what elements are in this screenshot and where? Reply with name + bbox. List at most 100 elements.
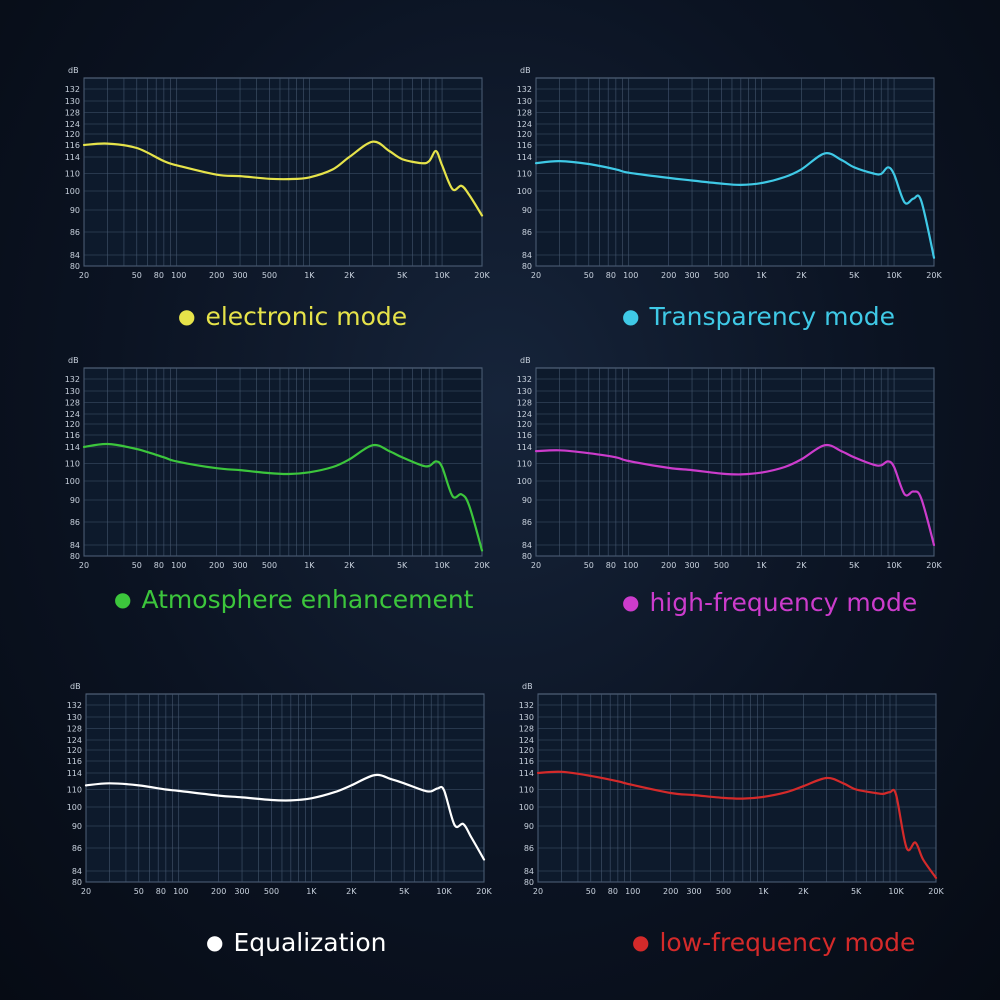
y-tick-label: 80 (70, 262, 80, 271)
y-tick-label: 100 (519, 803, 534, 812)
y-tick-label: 130 (519, 713, 534, 722)
transparency-mode-chart: dB 132 130 128 124 120 116 114 110 100 90 86 84 80 20 5… (496, 62, 954, 286)
y-tick-label: 132 (517, 85, 532, 94)
y-tick-label: 120 (519, 746, 534, 755)
x-tick-label: 500 (262, 561, 277, 570)
y-tick-label: 84 (70, 251, 80, 260)
low-frequency-mode-caption: ● low-frequency mode (632, 928, 915, 957)
x-tick-label: 10K (886, 271, 902, 280)
x-tick-label: 50 (132, 561, 142, 570)
caption-text: Transparency mode (649, 302, 896, 331)
y-tick-label: 132 (519, 701, 534, 710)
y-tick-label: 132 (65, 375, 80, 384)
y-tick-label: 110 (65, 460, 80, 469)
x-tick-label: 1K (304, 271, 315, 280)
x-tick-label: 20K (928, 887, 944, 896)
bullet-icon: ● (622, 590, 640, 614)
x-tick-label: 100 (171, 561, 186, 570)
y-tick-label: 114 (517, 153, 532, 162)
equalization-caption: ● Equalization (206, 928, 387, 957)
x-tick-label: 200 (209, 561, 224, 570)
x-tick-label: 200 (663, 887, 678, 896)
y-tick-label: 86 (70, 518, 80, 527)
x-tick-label: 5K (849, 561, 860, 570)
y-tick-label: 100 (65, 477, 80, 486)
series-line (534, 152, 936, 259)
high-frequency-mode-caption: ● high-frequency mode (622, 588, 917, 617)
x-tick-label: 20 (81, 887, 91, 896)
x-tick-label: 10K (436, 887, 452, 896)
x-tick-label: 5K (397, 271, 408, 280)
x-tick-label: 50 (584, 271, 594, 280)
y-tick-label: 90 (70, 206, 80, 215)
y-tick-label: 116 (517, 431, 532, 440)
atmosphere-enhancement-caption: ● Atmosphere enhancement (114, 585, 473, 614)
x-tick-label: 50 (132, 271, 142, 280)
y-tick-label: 84 (522, 541, 532, 550)
x-tick-label: 20K (474, 271, 490, 280)
y-tick-label: 86 (522, 228, 532, 237)
x-tick-label: 100 (625, 887, 640, 896)
plot-area (535, 77, 935, 267)
x-tick-label: 500 (716, 887, 731, 896)
x-tick-label: 300 (234, 887, 249, 896)
x-tick-label: 10K (886, 561, 902, 570)
bullet-icon: ● (114, 587, 132, 611)
y-tick-label: 114 (519, 769, 534, 778)
x-tick-label: 1K (756, 271, 767, 280)
x-tick-label: 2K (344, 561, 355, 570)
x-tick-label: 100 (623, 561, 638, 570)
y-tick-label: 110 (67, 786, 82, 795)
x-tick-label: 80 (154, 271, 164, 280)
y-tick-label: 116 (65, 431, 80, 440)
y-tick-label: 128 (519, 725, 534, 734)
x-tick-label: 500 (714, 561, 729, 570)
plot-area (535, 367, 935, 557)
y-tick-label: 130 (65, 97, 80, 106)
y-tick-label: 130 (67, 713, 82, 722)
y-tick-label: 84 (72, 867, 82, 876)
x-tick-label: 20 (79, 271, 89, 280)
x-tick-label: 300 (684, 271, 699, 280)
x-tick-label: 2K (344, 271, 355, 280)
x-tick-label: 80 (156, 887, 166, 896)
y-tick-label: 114 (67, 769, 82, 778)
x-tick-label: 1K (758, 887, 769, 896)
bullet-icon: ● (178, 304, 196, 328)
x-tick-label: 1K (306, 887, 317, 896)
y-axis-label: dB (520, 66, 531, 75)
y-tick-label: 114 (65, 443, 80, 452)
y-tick-label: 110 (517, 460, 532, 469)
x-tick-label: 200 (209, 271, 224, 280)
y-tick-label: 120 (67, 746, 82, 755)
y-axis-label: dB (68, 356, 79, 365)
y-tick-label: 86 (72, 844, 82, 853)
y-tick-label: 120 (65, 420, 80, 429)
y-tick-label: 124 (65, 120, 80, 129)
y-tick-label: 90 (522, 496, 532, 505)
y-tick-label: 100 (65, 187, 80, 196)
transparency-mode-caption: ● Transparency mode (622, 302, 895, 331)
y-tick-label: 90 (522, 206, 532, 215)
y-tick-label: 124 (517, 410, 532, 419)
x-tick-label: 20 (533, 887, 543, 896)
x-tick-label: 20K (926, 271, 942, 280)
y-tick-label: 124 (67, 736, 82, 745)
y-axis-label: dB (68, 66, 79, 75)
y-axis-label: dB (70, 682, 81, 691)
y-tick-label: 120 (517, 130, 532, 139)
caption-text: electronic mode (205, 302, 408, 331)
x-tick-label: 20K (474, 561, 490, 570)
x-tick-label: 300 (686, 887, 701, 896)
y-tick-label: 114 (65, 153, 80, 162)
x-tick-label: 50 (584, 561, 594, 570)
y-tick-label: 114 (517, 443, 532, 452)
y-tick-label: 116 (517, 141, 532, 150)
plot-area (83, 367, 483, 557)
y-tick-label: 116 (67, 757, 82, 766)
